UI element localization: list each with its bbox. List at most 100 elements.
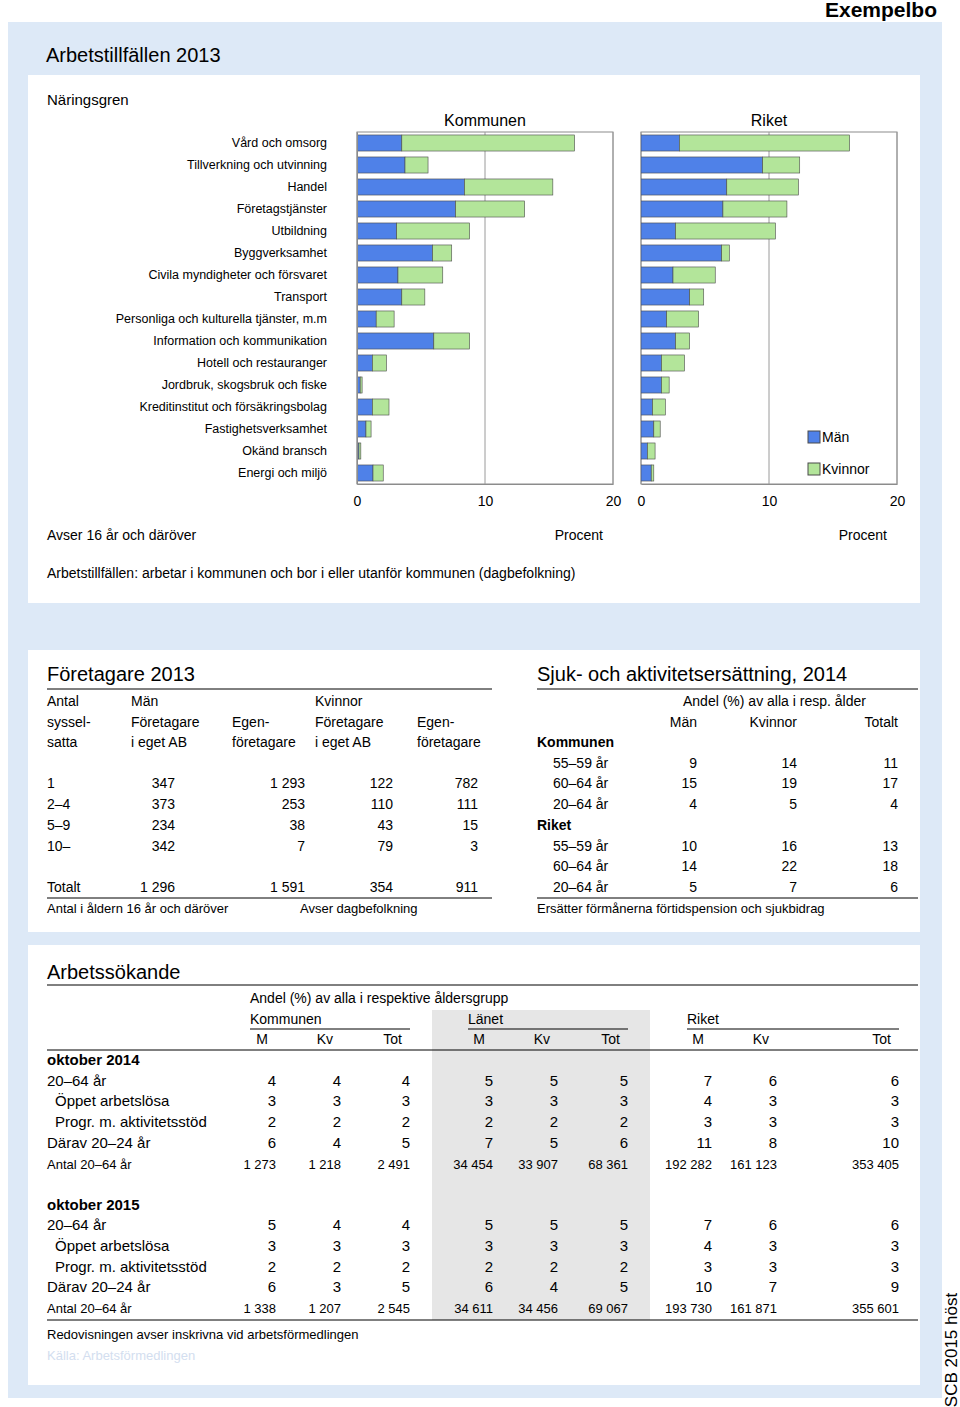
cell: 4	[689, 796, 697, 812]
column-header: Egen-	[232, 714, 270, 730]
cell: 2	[268, 1113, 276, 1130]
bar	[763, 157, 800, 173]
cell: 4	[402, 1072, 410, 1089]
grid-line	[897, 132, 898, 484]
cell: 16	[781, 838, 797, 854]
column-header: Totalt	[865, 714, 899, 730]
cell: 3	[704, 1113, 712, 1130]
category-label: Jordbruk, skogsbruk och fiske	[162, 378, 327, 392]
cell: 110	[371, 796, 394, 812]
cell: 1 273	[243, 1157, 276, 1172]
column-header: Tot	[872, 1031, 891, 1047]
cell: 6	[769, 1216, 777, 1233]
cell: 5	[550, 1072, 558, 1089]
column-header: Kv	[534, 1031, 550, 1047]
bar	[357, 355, 372, 371]
cell: 161 123	[730, 1157, 777, 1172]
column-header: M	[692, 1031, 704, 1047]
bar	[641, 179, 727, 195]
tick: Hotell och restauranger	[197, 356, 357, 370]
bar	[651, 465, 654, 481]
bar	[357, 179, 465, 195]
legend: MänKvinnor	[808, 429, 870, 477]
cell: 7	[704, 1216, 712, 1233]
bar	[456, 201, 525, 217]
sjuk-table: Sjuk- och aktivitetsersättning, 2014Ande…	[537, 663, 918, 916]
bar	[373, 465, 383, 481]
cell: 6	[620, 1134, 628, 1151]
column-header: Kv	[317, 1031, 333, 1047]
cell: 5	[550, 1216, 558, 1233]
chart: 01020RiketProcentMänKvinnor	[638, 112, 906, 543]
cell: 122	[370, 775, 394, 791]
column-header: Företagare	[315, 714, 384, 730]
row-label: 20–64 år	[553, 879, 609, 895]
row-label: 20–64 år	[47, 1072, 106, 1089]
row-label: Öppet arbetslösa	[55, 1092, 170, 1109]
cell: 2	[333, 1113, 341, 1130]
cell: 6	[891, 1216, 899, 1233]
cell: 2	[620, 1113, 628, 1130]
bar	[357, 421, 366, 437]
section-title: Arbetstillfällen 2013	[46, 44, 221, 66]
cell: 11	[696, 1134, 712, 1151]
bar	[359, 443, 361, 459]
cell: 11	[883, 755, 898, 771]
rule	[47, 689, 492, 690]
column-header: Antal	[47, 693, 79, 709]
bar	[372, 399, 389, 415]
cell: 3	[704, 1258, 712, 1275]
bar	[722, 245, 730, 261]
category-label: Energi och miljö	[238, 466, 327, 480]
cell: 3	[402, 1092, 410, 1109]
row-label: 55–59 år	[553, 755, 609, 771]
cell: 6	[890, 879, 898, 895]
category-label: Byggverksamhet	[234, 246, 328, 260]
cell: 3	[268, 1092, 276, 1109]
cell: 14	[681, 858, 697, 874]
category-label: Hotell och restauranger	[197, 356, 327, 370]
note: Antal i åldern 16 år och däröver	[47, 901, 229, 916]
cell: 4	[704, 1237, 712, 1254]
plot-frame	[641, 132, 897, 484]
cell: 193 730	[665, 1301, 712, 1316]
subtitle: Andel (%) av alla i respektive åldersgru…	[250, 990, 509, 1006]
column-group: Länet	[468, 1011, 503, 1027]
cell: 10	[882, 1134, 899, 1151]
cell: 22	[781, 858, 797, 874]
cell: 1 218	[308, 1157, 341, 1172]
cell: 5	[689, 879, 697, 895]
table-title: Företagare 2013	[47, 663, 195, 685]
note: Avser 16 år och däröver	[47, 527, 196, 543]
column-header: Kvinnor	[750, 714, 798, 730]
cell: 6	[891, 1072, 899, 1089]
bar	[357, 311, 376, 327]
tick-label: 10	[478, 493, 494, 509]
cell: 6	[268, 1278, 276, 1295]
tick: Utbildning	[271, 224, 357, 238]
cell: 7	[297, 838, 305, 854]
tick: Information och kommunikation	[153, 334, 357, 348]
chart: 01020Vård och omsorgTillverkning och utv…	[47, 91, 621, 543]
cell: 5	[620, 1216, 628, 1233]
cell: 1 296	[140, 879, 175, 895]
cell: 10	[695, 1278, 712, 1295]
tick: Kreditinstitut och försäkringsbolag	[139, 400, 357, 414]
bar	[676, 223, 776, 239]
tick-label: 20	[606, 493, 622, 509]
bar	[357, 201, 456, 217]
cell: 2	[402, 1113, 410, 1130]
table-panel	[28, 945, 920, 1385]
page-background	[8, 22, 942, 1398]
bar	[405, 157, 428, 173]
cell: 5	[485, 1072, 493, 1089]
bar	[641, 135, 679, 151]
tick: Okänd bransch	[242, 444, 357, 458]
bar	[727, 179, 799, 195]
bar	[641, 377, 661, 393]
bar	[653, 399, 666, 415]
cell: 15	[462, 817, 478, 833]
column-header: Tot	[601, 1031, 620, 1047]
tick: 20	[890, 484, 906, 509]
row-group: Riket	[537, 817, 572, 833]
